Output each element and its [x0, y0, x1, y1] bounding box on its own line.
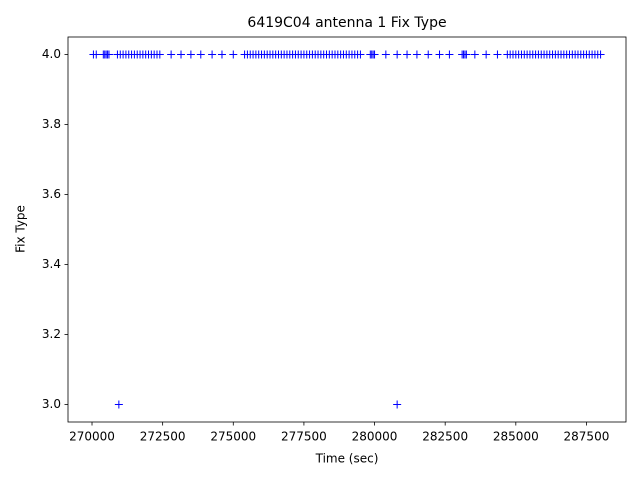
x-tick-label: 270000	[69, 430, 115, 444]
data-point	[370, 50, 379, 59]
y-axis-label: Fix Type	[14, 205, 28, 253]
data-point	[393, 50, 402, 59]
data-point	[412, 50, 421, 59]
y-tick-label: 3.4	[42, 257, 61, 271]
data-point	[229, 50, 238, 59]
x-axis-label: Time (sec)	[315, 452, 379, 466]
x-tick-label: 282500	[422, 430, 468, 444]
data-point	[177, 50, 186, 59]
data-point	[445, 50, 454, 59]
data-point	[393, 400, 402, 409]
data-point	[92, 50, 101, 59]
data-point	[356, 50, 365, 59]
data-point	[104, 50, 113, 59]
data-point	[596, 50, 605, 59]
data-point	[217, 50, 226, 59]
data-point	[186, 50, 195, 59]
data-point	[435, 50, 444, 59]
plot-frame	[67, 36, 627, 423]
data-point	[493, 50, 502, 59]
chart-title: 6419C04 antenna 1 Fix Type	[247, 15, 446, 31]
data-point	[155, 50, 164, 59]
data-point	[403, 50, 412, 59]
y-tick-label: 4.0	[42, 47, 61, 61]
x-tick-label: 277500	[281, 430, 327, 444]
data-point	[381, 50, 390, 59]
x-tick-label: 287500	[564, 430, 610, 444]
x-tick-label: 272500	[140, 430, 186, 444]
y-tick-label: 3.6	[42, 187, 61, 201]
y-tick-label: 3.8	[42, 117, 61, 131]
data-point	[208, 50, 217, 59]
data-point	[482, 50, 491, 59]
y-tick-label: 3.0	[42, 397, 61, 411]
data-point	[196, 50, 205, 59]
data-point	[462, 50, 471, 59]
y-tick-label: 3.2	[42, 327, 61, 341]
x-tick-label: 285000	[493, 430, 539, 444]
x-tick-label: 275000	[210, 430, 256, 444]
x-tick-label: 280000	[352, 430, 398, 444]
data-point	[424, 50, 433, 59]
data-point	[470, 50, 479, 59]
data-point	[167, 50, 176, 59]
data-point	[114, 400, 123, 409]
